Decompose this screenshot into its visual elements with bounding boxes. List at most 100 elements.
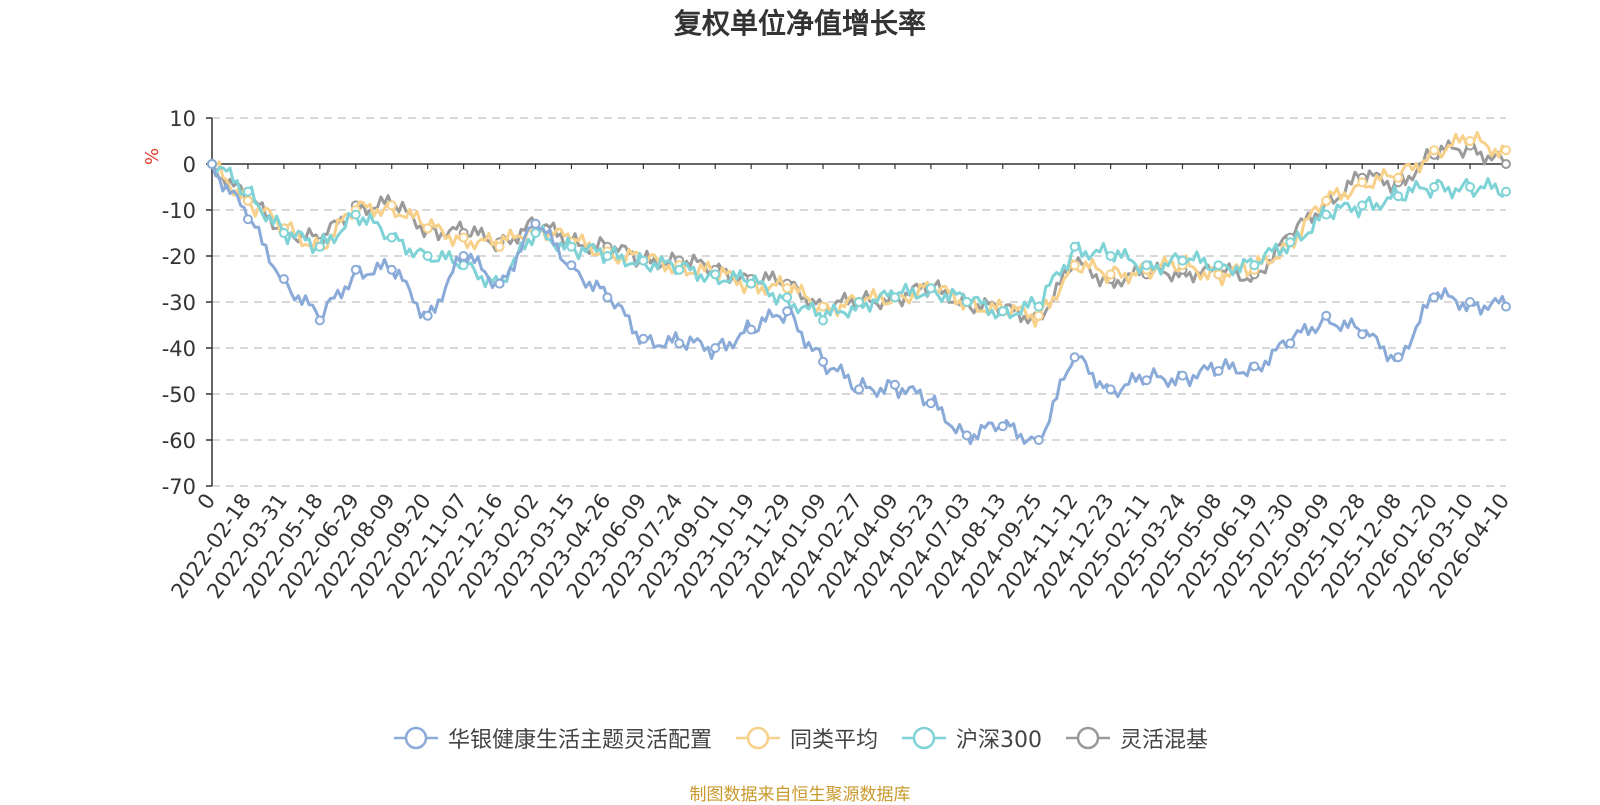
legend-marker: [735, 726, 780, 750]
data-point: [746, 278, 757, 289]
data-point: [925, 283, 936, 294]
legend-label: 灵活混基: [1120, 728, 1209, 753]
data-point: [422, 223, 433, 234]
y-tick-label: 10: [169, 107, 196, 131]
data-point: [1213, 260, 1224, 271]
data-point: [386, 264, 397, 275]
data-point: [1105, 251, 1116, 261]
legend-marker: [902, 726, 946, 750]
data-point: [1357, 200, 1368, 211]
data-point: [242, 195, 253, 206]
legend-marker: [1066, 726, 1110, 750]
legend-item[interactable]: 同类平均: [734, 722, 878, 754]
data-point: [1069, 241, 1080, 252]
y-tick-label: -20: [162, 245, 196, 269]
y-tick-label: -50: [162, 383, 196, 407]
data-point: [207, 159, 217, 169]
data-point: [889, 292, 900, 303]
data-point: [818, 356, 829, 367]
data-point: [818, 315, 829, 326]
data-point: [1105, 384, 1116, 395]
data-point: [674, 264, 685, 275]
data-point: [638, 333, 649, 344]
data-point: [242, 214, 253, 225]
series-line-2: [210, 163, 1508, 322]
data-point: [674, 338, 685, 349]
data-point: [854, 297, 864, 307]
data-point: [422, 310, 433, 321]
data-point: [1501, 159, 1511, 169]
data-point: [1429, 145, 1440, 156]
data-point: [782, 292, 793, 303]
data-point: [530, 218, 541, 229]
data-point: [1357, 329, 1368, 340]
chart-title: 复权单位净值增长率: [673, 7, 926, 40]
data-point: [494, 278, 505, 289]
legend-label: 沪深300: [956, 728, 1042, 753]
data-point: [961, 430, 972, 441]
data-point: [278, 274, 289, 284]
data-point: [638, 255, 649, 266]
data-point: [1501, 301, 1511, 312]
data-point: [782, 283, 793, 294]
data-point: [854, 384, 864, 395]
data-point: [1249, 361, 1260, 372]
data-point: [422, 251, 433, 261]
data-point: [710, 343, 721, 353]
legend-item[interactable]: 沪深300: [900, 722, 1042, 754]
legend-item[interactable]: 灵活混基: [1064, 722, 1208, 754]
data-point: [1285, 237, 1296, 248]
data-point: [746, 324, 757, 335]
axis-layer: 100-10-20-30-40-50-60-7002022-02-182022-…: [162, 107, 1514, 603]
data-point: [1501, 186, 1511, 197]
y-tick-label: 0: [183, 153, 196, 177]
data-point: [1321, 209, 1332, 220]
data-point: [1141, 260, 1152, 271]
series-layer: [207, 130, 1511, 446]
data-point: [1285, 338, 1296, 349]
data-point: [1357, 177, 1368, 188]
data-point: [1429, 292, 1440, 303]
data-point: [278, 228, 289, 238]
data-point: [1213, 366, 1224, 376]
data-point: [997, 421, 1008, 432]
data-point: [1105, 269, 1116, 280]
legend: 华银健康生活主题灵活配置 同类平均 沪深300 灵活混基: [0, 722, 1600, 754]
y-tick-label: -10: [162, 199, 196, 223]
y-tick-label: -30: [162, 291, 196, 315]
legend-marker: [393, 726, 438, 750]
data-point: [1033, 310, 1044, 321]
y-tick-label: -70: [162, 475, 196, 499]
data-point: [602, 251, 613, 261]
data-point: [1069, 260, 1080, 271]
data-point: [1393, 191, 1404, 202]
data-point: [925, 398, 936, 409]
legend-label: 华银健康生活主题灵活配置: [447, 728, 712, 753]
data-point: [1141, 375, 1152, 386]
y-axis-unit-label: %: [142, 148, 163, 165]
data-point: [889, 379, 900, 390]
data-point: [1465, 182, 1476, 192]
data-point: [1033, 301, 1044, 312]
data-point: [350, 264, 361, 275]
data-point: [458, 232, 469, 243]
legend-label: 同类平均: [789, 728, 878, 753]
data-point: [458, 260, 469, 271]
data-point: [961, 297, 972, 307]
data-point: [1033, 435, 1044, 445]
data-point: [314, 241, 325, 252]
data-point: [1321, 310, 1332, 321]
data-point: [494, 241, 505, 252]
data-point: [1393, 352, 1404, 363]
data-point: [1465, 297, 1476, 307]
data-point: [1321, 195, 1332, 206]
source-note: 制图数据来自恒生聚源数据库: [689, 785, 911, 805]
data-point: [1213, 269, 1224, 280]
data-point: [242, 186, 253, 197]
data-point: [350, 209, 361, 220]
data-point: [710, 269, 721, 280]
data-point: [1393, 172, 1404, 183]
data-point: [997, 306, 1008, 317]
data-point: [1465, 136, 1476, 146]
legend-item[interactable]: 华银健康生活主题灵活配置: [392, 722, 712, 754]
